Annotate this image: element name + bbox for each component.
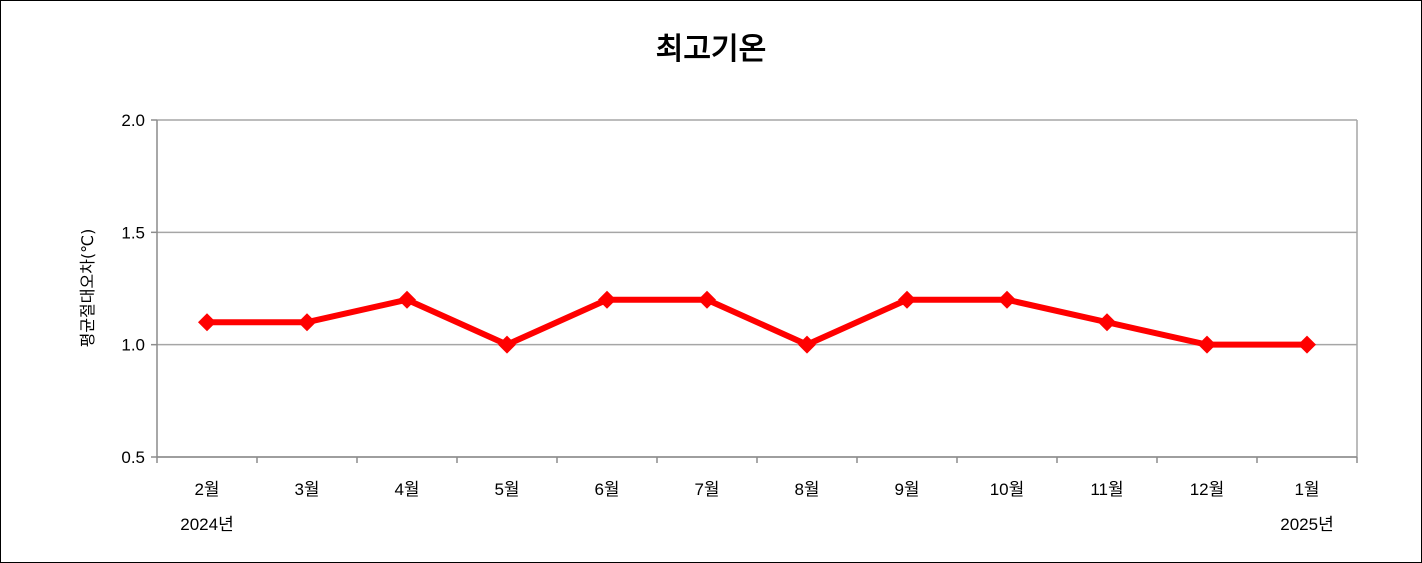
data-point-marker xyxy=(698,290,716,309)
x-year-label: 2024년 xyxy=(180,515,233,534)
x-tick-label: 9월 xyxy=(894,480,919,499)
axes xyxy=(151,119,1358,463)
data-point-marker xyxy=(498,335,516,354)
x-tick-label: 7월 xyxy=(694,480,719,499)
series-group xyxy=(198,290,1316,354)
x-tick-label: 5월 xyxy=(494,480,519,499)
y-tick-label: 1.0 xyxy=(121,336,145,355)
data-point-marker xyxy=(798,335,816,354)
data-point-marker xyxy=(1298,335,1316,354)
x-tick-label: 8월 xyxy=(794,480,819,499)
chart-title: 최고기온 xyxy=(655,32,767,67)
data-point-marker xyxy=(198,313,216,332)
y-tick-label: 1.5 xyxy=(121,223,145,242)
x-tick-label: 4월 xyxy=(394,480,419,499)
data-point-marker xyxy=(898,290,916,309)
x-year-label: 2025년 xyxy=(1280,515,1333,534)
series-line xyxy=(207,296,1307,348)
data-point-marker xyxy=(298,313,316,332)
grid-lines xyxy=(157,119,1358,458)
x-tick-label: 10월 xyxy=(990,480,1025,499)
x-tick-label: 1월 xyxy=(1294,480,1319,499)
data-point-marker xyxy=(598,290,616,309)
y-tick-label: 2.0 xyxy=(121,111,145,130)
x-tick-label: 3월 xyxy=(294,480,319,499)
y-tick-labels: 0.5 1.0 1.5 2.0 xyxy=(121,111,145,467)
data-point-marker xyxy=(998,290,1016,309)
y-axis-label: 평균절대오차(℃) xyxy=(78,229,97,348)
x-tick-labels: 2월 3월 4월 5월 6월 7월 8월 9월 10월 11월 12월 1월 2024년 2025년 xyxy=(180,480,1333,534)
y-tick-label: 0.5 xyxy=(121,448,145,467)
x-tick-label: 11월 xyxy=(1090,480,1123,499)
x-tick-label: 12월 xyxy=(1190,480,1225,499)
data-point-marker xyxy=(1198,335,1216,354)
data-point-marker xyxy=(1098,313,1116,332)
data-point-marker xyxy=(398,290,416,309)
x-tick-label: 6월 xyxy=(594,480,619,499)
x-tick-label: 2월 xyxy=(194,480,219,499)
